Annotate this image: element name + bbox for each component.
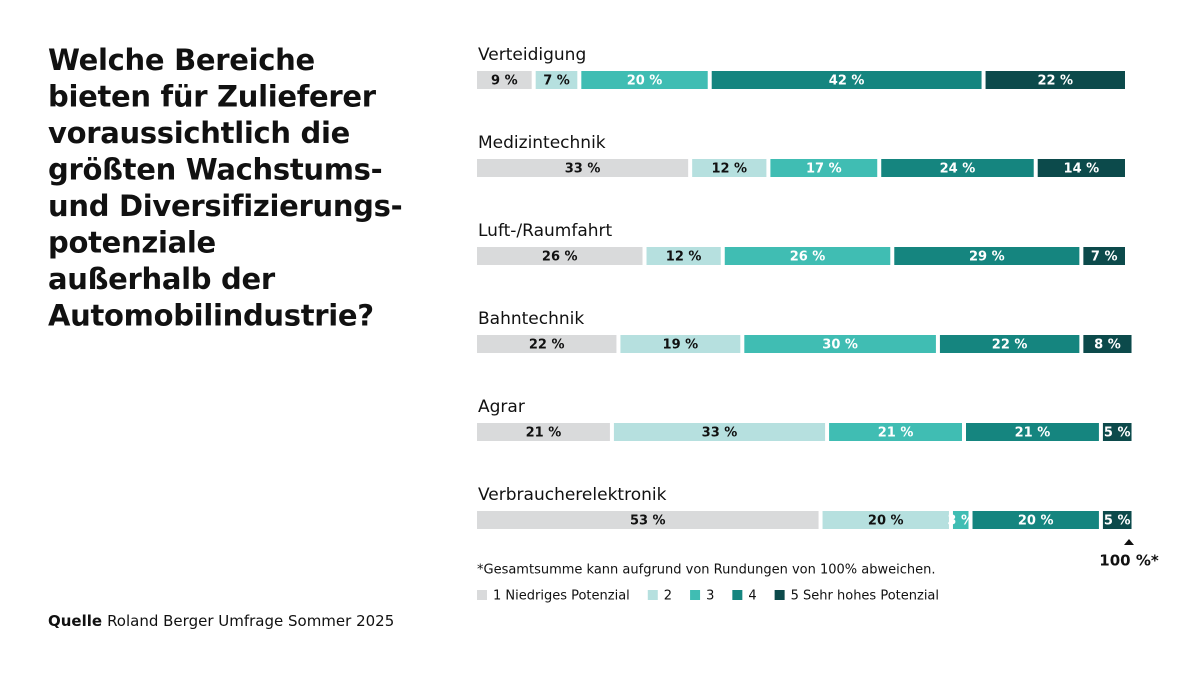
title-line: außerhalb der <box>48 262 276 296</box>
value-label: 5 % <box>1104 426 1131 441</box>
value-label: 21 % <box>1015 426 1051 441</box>
category-label: Bahntechnik <box>478 309 584 329</box>
value-label: 8 % <box>1094 338 1121 353</box>
bar-segment <box>724 247 891 265</box>
value-label: 30 % <box>822 338 858 353</box>
title-line: Welche Bereiche <box>48 43 315 77</box>
legend-swatch <box>477 590 487 600</box>
value-label: 3 % <box>947 514 974 529</box>
value-label: 22 % <box>529 338 565 353</box>
category-label: Medizintechnik <box>478 133 606 153</box>
legend-swatch <box>774 590 785 600</box>
value-label: 22 % <box>1037 74 1073 89</box>
value-label: 20 % <box>1018 514 1054 529</box>
bar-segment <box>1102 423 1132 441</box>
value-label: 12 % <box>711 162 747 177</box>
footnote: *Gesamtsumme kann aufgrund von Rundungen… <box>477 563 936 578</box>
legend-label: 5 Sehr hohes Potenzial <box>791 589 939 604</box>
bar-segment <box>613 423 826 441</box>
bar-segment <box>966 423 1099 441</box>
bar-segment <box>477 335 617 353</box>
value-label: 33 % <box>565 162 601 177</box>
value-label: 9 % <box>491 74 518 89</box>
legend-label: 1 Niedriges Potenzial <box>493 589 630 604</box>
value-label: 14 % <box>1064 162 1100 177</box>
value-label: 22 % <box>992 338 1028 353</box>
total-label: 100 %* <box>1099 552 1159 570</box>
value-label: 7 % <box>543 74 570 89</box>
bar-segment <box>1037 159 1125 177</box>
category-label: Verbraucherelektronik <box>478 485 667 505</box>
title-line: potenziale <box>48 226 216 260</box>
value-label: 33 % <box>702 426 738 441</box>
bar-segment <box>822 511 949 529</box>
title-line: größten Wachstums- <box>48 153 382 187</box>
value-label: 26 % <box>790 250 826 265</box>
bar-segment <box>939 335 1080 353</box>
bar-segment <box>477 71 532 89</box>
value-label: 21 % <box>526 426 562 441</box>
bar-segment <box>1083 247 1125 265</box>
legend-swatch <box>690 590 701 600</box>
bar-segment <box>620 335 741 353</box>
bar-segment <box>881 159 1034 177</box>
title-line: voraussichtlich die <box>48 116 350 150</box>
bar-segment <box>692 159 767 177</box>
value-label: 20 % <box>868 514 904 529</box>
source: Quelle Roland Berger Umfrage Sommer 2025 <box>48 612 394 630</box>
total-arrow <box>1124 539 1134 545</box>
value-label: 19 % <box>663 338 699 353</box>
value-label: 7 % <box>1091 250 1118 265</box>
category-label: Verteidigung <box>478 45 586 65</box>
bar-segment <box>711 71 982 89</box>
bar-segment <box>477 159 689 177</box>
value-label: 24 % <box>940 162 976 177</box>
bar-segment <box>646 247 721 265</box>
source-text: Roland Berger Umfrage Sommer 2025 <box>107 612 394 630</box>
value-label: 42 % <box>829 74 865 89</box>
bar-segment <box>535 71 578 89</box>
bar-segment <box>477 511 819 529</box>
value-label: 29 % <box>969 250 1005 265</box>
source-label: Quelle <box>48 612 102 630</box>
bar-segment <box>894 247 1080 265</box>
bar-segment <box>477 247 643 265</box>
bar-segment <box>1083 335 1132 353</box>
value-label: 21 % <box>878 426 914 441</box>
bar-segment <box>985 71 1125 89</box>
legend-label: 3 <box>706 589 714 604</box>
bar-segment <box>744 335 936 353</box>
value-label: 5 % <box>1104 514 1131 529</box>
title-line: und Diversifizierungs- <box>48 189 402 223</box>
value-label: 17 % <box>806 162 842 177</box>
bar-segment <box>477 423 610 441</box>
category-label: Luft-/Raumfahrt <box>478 221 613 241</box>
legend-label: 2 <box>664 589 672 604</box>
value-label: 20 % <box>627 74 663 89</box>
value-label: 26 % <box>542 250 578 265</box>
title-line: Automobilindustrie? <box>48 299 374 333</box>
legend-swatch <box>732 590 743 600</box>
bar-segment <box>1102 511 1132 529</box>
title-line: bieten für Zulieferer <box>48 80 377 114</box>
bar-segment <box>829 423 962 441</box>
legend-swatch <box>647 590 658 600</box>
bar-segment <box>581 71 708 89</box>
legend-label: 4 <box>748 589 756 604</box>
category-label: Agrar <box>478 397 525 417</box>
bar-segment <box>952 511 969 529</box>
value-label: 12 % <box>666 250 702 265</box>
value-label: 53 % <box>630 514 666 529</box>
bar-segment <box>770 159 878 177</box>
bar-segment <box>972 511 1099 529</box>
